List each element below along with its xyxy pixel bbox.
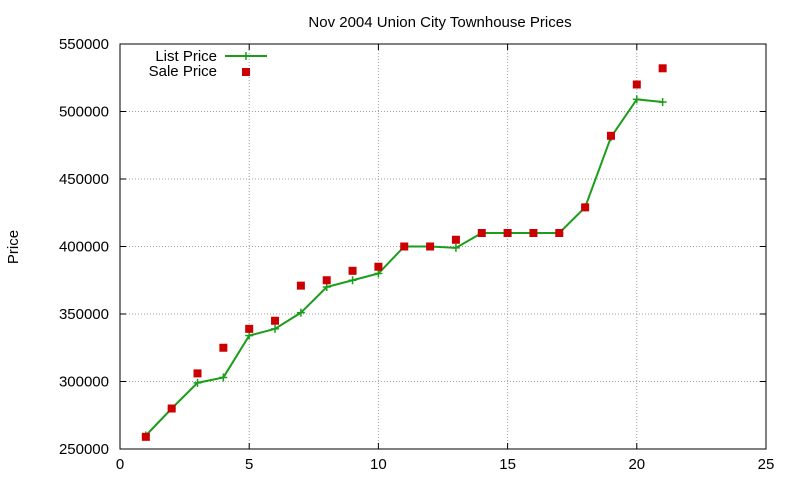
sale-price-point	[400, 242, 409, 251]
x-tick-label: 20	[628, 456, 645, 473]
sale-price-point	[555, 229, 564, 237]
sale-price-point	[426, 242, 435, 251]
sale-price-point	[296, 281, 305, 290]
x-tick-label: 10	[370, 456, 387, 473]
list-price-point	[219, 373, 228, 382]
sale-price-point	[141, 432, 150, 441]
y-tick-label: 300000	[59, 374, 109, 391]
list-price-point	[451, 243, 460, 252]
x-tick-label: 15	[499, 456, 516, 473]
sale-price-point	[271, 316, 280, 325]
list-price-point	[296, 308, 305, 317]
list-price-point	[348, 276, 357, 285]
x-tick-label: 0	[116, 456, 124, 473]
legend-label-sale-price: Sale Price	[149, 63, 217, 80]
list-price-point	[193, 378, 202, 387]
sale-price-point	[503, 229, 512, 237]
sale-price-point	[374, 262, 383, 271]
sale-price-point	[477, 229, 486, 237]
list-price-point	[271, 324, 280, 333]
x-tick-label: 25	[758, 456, 775, 473]
sale-price-point	[245, 324, 254, 333]
sale-price-point	[658, 64, 667, 73]
x-tick-label: 5	[245, 456, 253, 473]
list-price-point	[632, 95, 641, 104]
sale-price-point	[219, 343, 228, 352]
list-price-point	[322, 283, 331, 291]
plot-frame	[119, 43, 767, 450]
y-axis-label: Price	[5, 230, 22, 264]
sale-price-point	[581, 203, 590, 212]
y-tick-label: 350000	[59, 306, 109, 323]
sale-price-point	[167, 404, 176, 413]
y-tick-label: 400000	[59, 239, 109, 256]
sale-price-point	[348, 266, 357, 275]
y-tick-label: 550000	[59, 36, 109, 53]
sale-price-point	[451, 235, 460, 244]
sale-price-point	[529, 229, 538, 237]
list-price-point	[658, 98, 667, 107]
axis-ticks: 0 5 10 15 20 25 250000 300000 350000 400000 450000…	[59, 36, 774, 473]
data-series	[141, 64, 667, 441]
sale-price-point	[193, 369, 202, 378]
y-tick-label: 450000	[59, 171, 109, 188]
legend-swatch-sale-price	[242, 68, 250, 76]
list-price-point	[245, 331, 254, 340]
sale-price-point	[322, 276, 331, 285]
sale-price-point	[606, 131, 615, 140]
legend-swatch-list-price-marker	[242, 52, 250, 60]
chart-title: Nov 2004 Union City Townhouse Prices	[308, 14, 571, 31]
list-price-point	[374, 269, 383, 278]
list-price-line	[145, 98, 663, 437]
y-tick-label: 250000	[59, 441, 109, 458]
y-tick-label: 500000	[59, 104, 109, 121]
sale-price-point	[632, 80, 641, 89]
legend-label-list-price: List Price	[155, 48, 217, 65]
